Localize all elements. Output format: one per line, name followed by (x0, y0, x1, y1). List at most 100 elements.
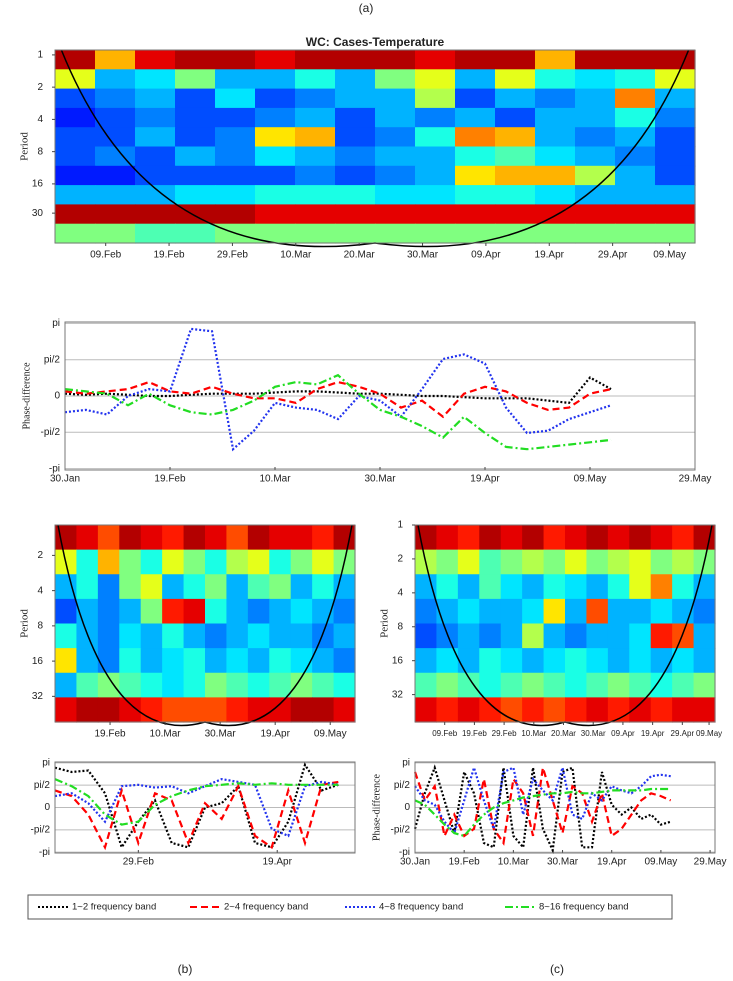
heat-cell (457, 623, 480, 649)
heat-cell (119, 672, 142, 698)
x-tick-label: 30.Jan (400, 857, 430, 868)
heat-cell (247, 648, 270, 674)
x-tick-label: 19.Feb (462, 729, 487, 738)
heat-cell (575, 127, 616, 148)
heat-cell (500, 672, 523, 698)
heat-cell (175, 88, 216, 109)
heat-cell (95, 50, 136, 70)
heat-cell (290, 623, 313, 649)
heat-cell (607, 574, 630, 600)
x-tick-label: 10.Mar (150, 729, 182, 740)
heat-cell (655, 107, 696, 128)
heat-cell (269, 623, 292, 649)
x-tick-label: 09.Feb (432, 729, 457, 738)
heat-cell (495, 50, 536, 70)
y-tick-label: -pi/2 (31, 824, 51, 835)
heat-cell (415, 648, 438, 674)
heat-cell (247, 574, 270, 600)
heat-cell (205, 672, 228, 698)
heat-cell (290, 574, 313, 600)
heat-cell (415, 165, 456, 186)
heat-cell (375, 185, 416, 205)
heat-cell (119, 525, 142, 551)
heat-cell (495, 107, 536, 128)
heat-cell (140, 648, 163, 674)
heat-cell (535, 127, 576, 148)
heat-cell (415, 50, 456, 70)
heat-cell (95, 204, 136, 225)
heat-cell (415, 185, 456, 205)
heat-cell (95, 165, 136, 186)
heat-cell (650, 549, 673, 575)
heat-cell (76, 525, 99, 551)
heat-cell (335, 204, 376, 225)
x-tick-label: 19.Apr (470, 474, 500, 485)
heat-cell (655, 127, 696, 148)
x-tick-label: 30.Jan (50, 474, 80, 485)
heat-cell (269, 574, 292, 600)
heat-cell (457, 672, 480, 698)
heat-cell (650, 574, 673, 600)
x-tick-label: 19.Apr (260, 729, 290, 740)
heat-cell (76, 697, 99, 723)
heat-cell (162, 623, 185, 649)
heat-cell (495, 127, 536, 148)
heat-cell (290, 697, 313, 723)
heat-cell (215, 107, 256, 128)
heat-cell (312, 549, 335, 575)
heat-cell (76, 648, 99, 674)
heat-cell (183, 525, 206, 551)
y-tick-label: 16 (392, 655, 404, 666)
panel-label: (c) (550, 962, 564, 976)
x-tick-label: 29.Feb (492, 729, 517, 738)
heat-cell (140, 574, 163, 600)
y-tick-label: pi/2 (394, 780, 411, 791)
heat-cell (205, 598, 228, 625)
heat-cell (565, 648, 588, 674)
x-tick-label: 19.Feb (154, 474, 186, 485)
heat-cell (586, 598, 609, 625)
x-tick-label: 19.Feb (449, 857, 481, 868)
y-tick-label: 30 (32, 208, 44, 219)
heat-cell (693, 623, 716, 649)
heat-cell (500, 549, 523, 575)
heat-cell (495, 204, 536, 225)
heat-cell (295, 127, 336, 148)
heat-cell (295, 185, 336, 205)
heat-cell (607, 549, 630, 575)
heat-cell (55, 648, 78, 674)
heat-cell (119, 549, 142, 575)
x-tick-label: 20.Mar (344, 250, 376, 261)
heat-cell (215, 69, 256, 90)
x-tick-label: 10.Mar (280, 250, 312, 261)
heat-cell (615, 146, 656, 167)
heat-cell (543, 525, 566, 551)
heat-cell (655, 204, 696, 225)
heat-cell (375, 127, 416, 148)
heat-cell (333, 672, 356, 698)
heat-cell (495, 69, 536, 90)
heat-cell (455, 88, 496, 109)
heat-cell (415, 146, 456, 167)
heat-cell (95, 69, 136, 90)
x-tick-label: 19.Apr (597, 857, 627, 868)
x-tick-label: 10.Mar (498, 857, 530, 868)
series-line (413, 764, 672, 855)
heat-cell (205, 623, 228, 649)
heat-cell (522, 549, 545, 575)
heat-cell (269, 648, 292, 674)
heat-cell (55, 50, 96, 70)
heat-cell (269, 549, 292, 575)
y-tick-label: 2 (397, 554, 403, 565)
y-axis-label: Phase-difference (371, 773, 382, 841)
heat-cell (335, 146, 376, 167)
heat-cell (650, 697, 673, 723)
y-tick-label: 2 (37, 82, 43, 93)
heat-cell (375, 223, 416, 244)
heat-cell (55, 127, 96, 148)
heat-cell (415, 204, 456, 225)
heat-cell (119, 648, 142, 674)
heat-cell (205, 697, 228, 723)
y-tick-label: -pi/2 (391, 824, 411, 835)
heat-cell (95, 107, 136, 128)
